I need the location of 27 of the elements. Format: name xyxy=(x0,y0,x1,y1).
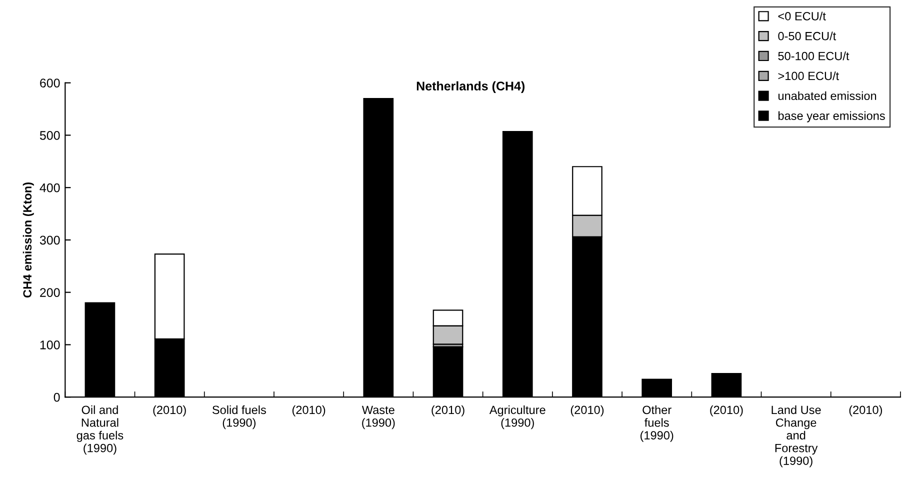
x-tick-label: Waste (1990) xyxy=(362,406,395,430)
x-tick-label: (2010) xyxy=(292,405,326,416)
x-tick-label: (2010) xyxy=(432,405,464,416)
x-tick-label: Other fuels (1990) xyxy=(640,405,674,442)
chart-title: Netherlands (CH4) xyxy=(416,81,525,93)
x-tick-label: (2010) xyxy=(849,405,882,416)
y-tick-label: 600 xyxy=(40,78,60,88)
y-tick-label: 400 xyxy=(40,183,60,192)
legend-label: 0-50 ECU/t xyxy=(778,32,836,40)
legend-label: unabated emission xyxy=(778,91,876,100)
legend-label: <0 ECU/t xyxy=(778,12,826,20)
legend-label: 50-100 ECU/t xyxy=(778,52,850,60)
x-tick-label: Land Use Change and Forestry (1990) xyxy=(772,405,821,468)
x-tick-label: Agriculture (1990) xyxy=(489,405,546,430)
x-tick-label: (2010) xyxy=(570,405,604,416)
y-tick-label: 200 xyxy=(40,288,60,297)
y-tick-label: 300 xyxy=(40,236,60,245)
y-tick-label: 0 xyxy=(54,392,60,402)
x-tick-label: (2010) xyxy=(153,405,186,416)
y-axis-title: CH4 emission (Kton) xyxy=(22,182,34,298)
legend-label: base year emissions xyxy=(778,111,885,122)
x-tick-label: Solid fuels (1990) xyxy=(212,405,266,430)
legend-label: >100 ECU/t xyxy=(778,71,839,80)
y-tick-label: 500 xyxy=(40,131,60,140)
y-tick-label: 100 xyxy=(40,340,60,350)
x-tick-label: (2010) xyxy=(710,405,743,416)
x-tick-label: Oil and Natural gas fuels (1990) xyxy=(76,405,124,455)
